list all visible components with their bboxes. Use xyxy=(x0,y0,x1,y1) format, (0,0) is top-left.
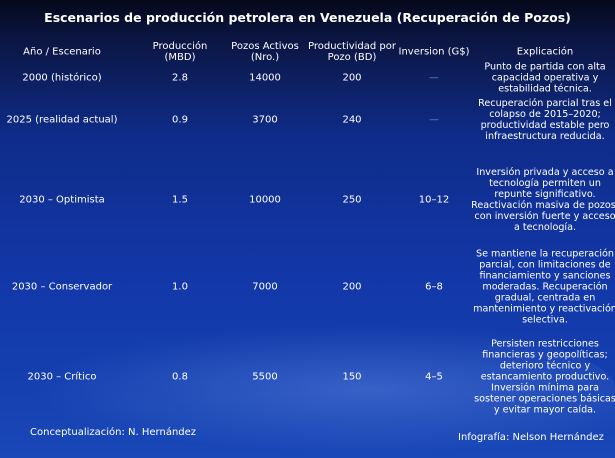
cell-active-wells: 5500 xyxy=(252,371,278,383)
footer-credit: Infografía: Nelson Hernández xyxy=(458,432,604,443)
header-year-scenario: Año / Escenario xyxy=(23,46,101,58)
cell-investment: 6–8 xyxy=(425,281,443,293)
cell-investment: — xyxy=(429,114,439,126)
cell-investment: 4–5 xyxy=(425,371,443,383)
header-active-wells: Pozos Activos (Nro.) xyxy=(231,41,299,63)
cell-productivity: 150 xyxy=(342,371,362,383)
cell-production: 0.8 xyxy=(172,371,188,383)
cell-productivity: 250 xyxy=(342,194,362,206)
cell-production: 1.0 xyxy=(172,281,188,293)
cell-production: 1.5 xyxy=(172,194,188,206)
cell-productivity: 200 xyxy=(342,281,362,293)
cell-investment: 10–12 xyxy=(418,194,450,206)
cell-year-scenario: 2000 (histórico) xyxy=(22,72,102,84)
header-explanation: Explicación xyxy=(516,46,574,58)
cell-year-scenario: 2030 – Conservador xyxy=(11,281,113,293)
cell-active-wells: 3700 xyxy=(252,114,278,126)
header-production: Producción (MBD) xyxy=(152,41,208,63)
cell-explanation: Inversión privada y acceso a tecnología … xyxy=(471,167,615,233)
page-title: Escenarios de producción petrolera en Ve… xyxy=(44,10,571,25)
header-investment: Inversion (G$) xyxy=(398,46,470,58)
cell-year-scenario: 2025 (realidad actual) xyxy=(6,114,118,126)
cell-active-wells: 10000 xyxy=(249,194,281,206)
cell-year-scenario: 2030 – Crítico xyxy=(27,371,97,383)
cell-productivity: 240 xyxy=(342,114,362,126)
cell-investment: — xyxy=(429,72,439,84)
cell-year-scenario: 2030 – Optimista xyxy=(19,194,105,206)
cell-explanation: Persisten restricciones financieras y ge… xyxy=(474,338,615,416)
footer-concept: Conceptualización: N. Hernández xyxy=(30,427,197,438)
cell-explanation: Se mantiene la recuperación parcial, con… xyxy=(473,248,615,326)
cell-explanation: Recuperación parcial tras el colapso de … xyxy=(478,98,612,142)
cell-productivity: 200 xyxy=(342,72,362,84)
cell-explanation: Punto de partida con alta capacidad oper… xyxy=(484,61,606,95)
header-productivity: Productividad por Pozo (BD) xyxy=(307,41,397,63)
cell-production: 0.9 xyxy=(172,114,188,126)
cell-active-wells: 7000 xyxy=(252,281,278,293)
background-swirl xyxy=(0,320,615,458)
cell-production: 2.8 xyxy=(172,72,188,84)
cell-active-wells: 14000 xyxy=(249,72,281,84)
